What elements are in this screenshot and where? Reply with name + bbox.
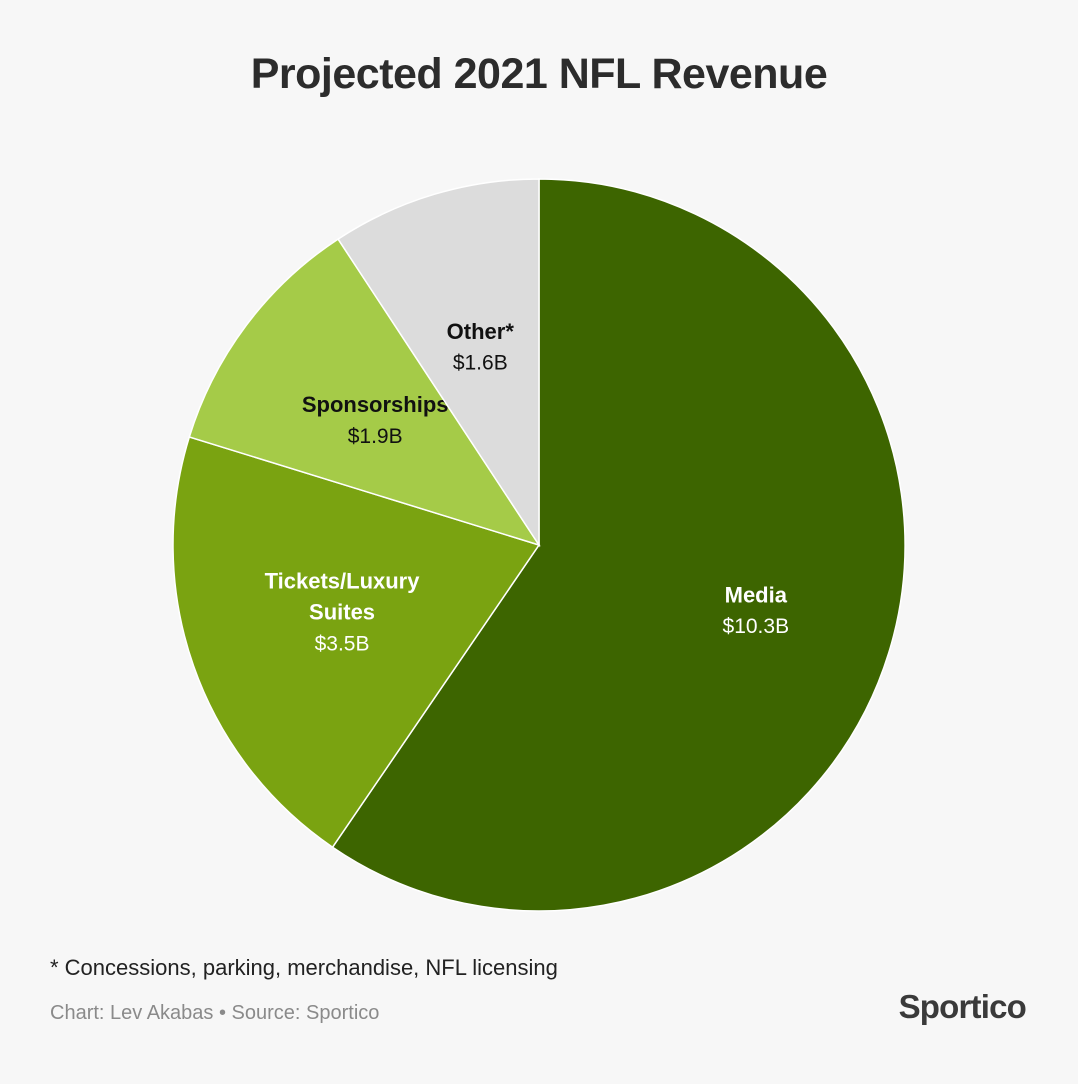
- slice-value-label: $1.6B: [453, 352, 508, 375]
- slice-value-label: $10.3B: [723, 615, 790, 638]
- slice-value-label: $1.9B: [348, 425, 403, 448]
- sportico-logo: Sportico: [898, 988, 1027, 1025]
- pie-slice-sponsorships: [188, 238, 541, 547]
- slice-value-label: $3.5B: [315, 632, 370, 655]
- chart-credit: Chart: Lev Akabas • Source: Sportico: [50, 1002, 380, 1024]
- slice-label-media: Media $10.3B: [723, 582, 790, 638]
- pie-slice-media: [331, 178, 906, 912]
- slice-label-tickets-luxury-suites: Tickets/Luxury Suites $3.5B: [265, 569, 421, 656]
- slice-name-label: Other*: [447, 319, 515, 344]
- slice-label-other: Other* $1.6B: [447, 319, 515, 375]
- footnote: * Concessions, parking, merchandise, NFL…: [50, 955, 558, 980]
- chart-title: Projected 2021 NFL Revenue: [250, 50, 828, 98]
- slice-name-label: Suites: [309, 600, 375, 625]
- pie-slice-tickets-luxury-suites: [172, 436, 541, 849]
- slice-label-sponsorships: Sponsorships $1.9B: [302, 392, 449, 448]
- slice-name-label: Tickets/Luxury: [265, 569, 421, 594]
- pie-slice-other: [337, 178, 540, 548]
- slice-name-label: Media: [725, 582, 788, 607]
- slice-name-label: Sponsorships: [302, 392, 449, 417]
